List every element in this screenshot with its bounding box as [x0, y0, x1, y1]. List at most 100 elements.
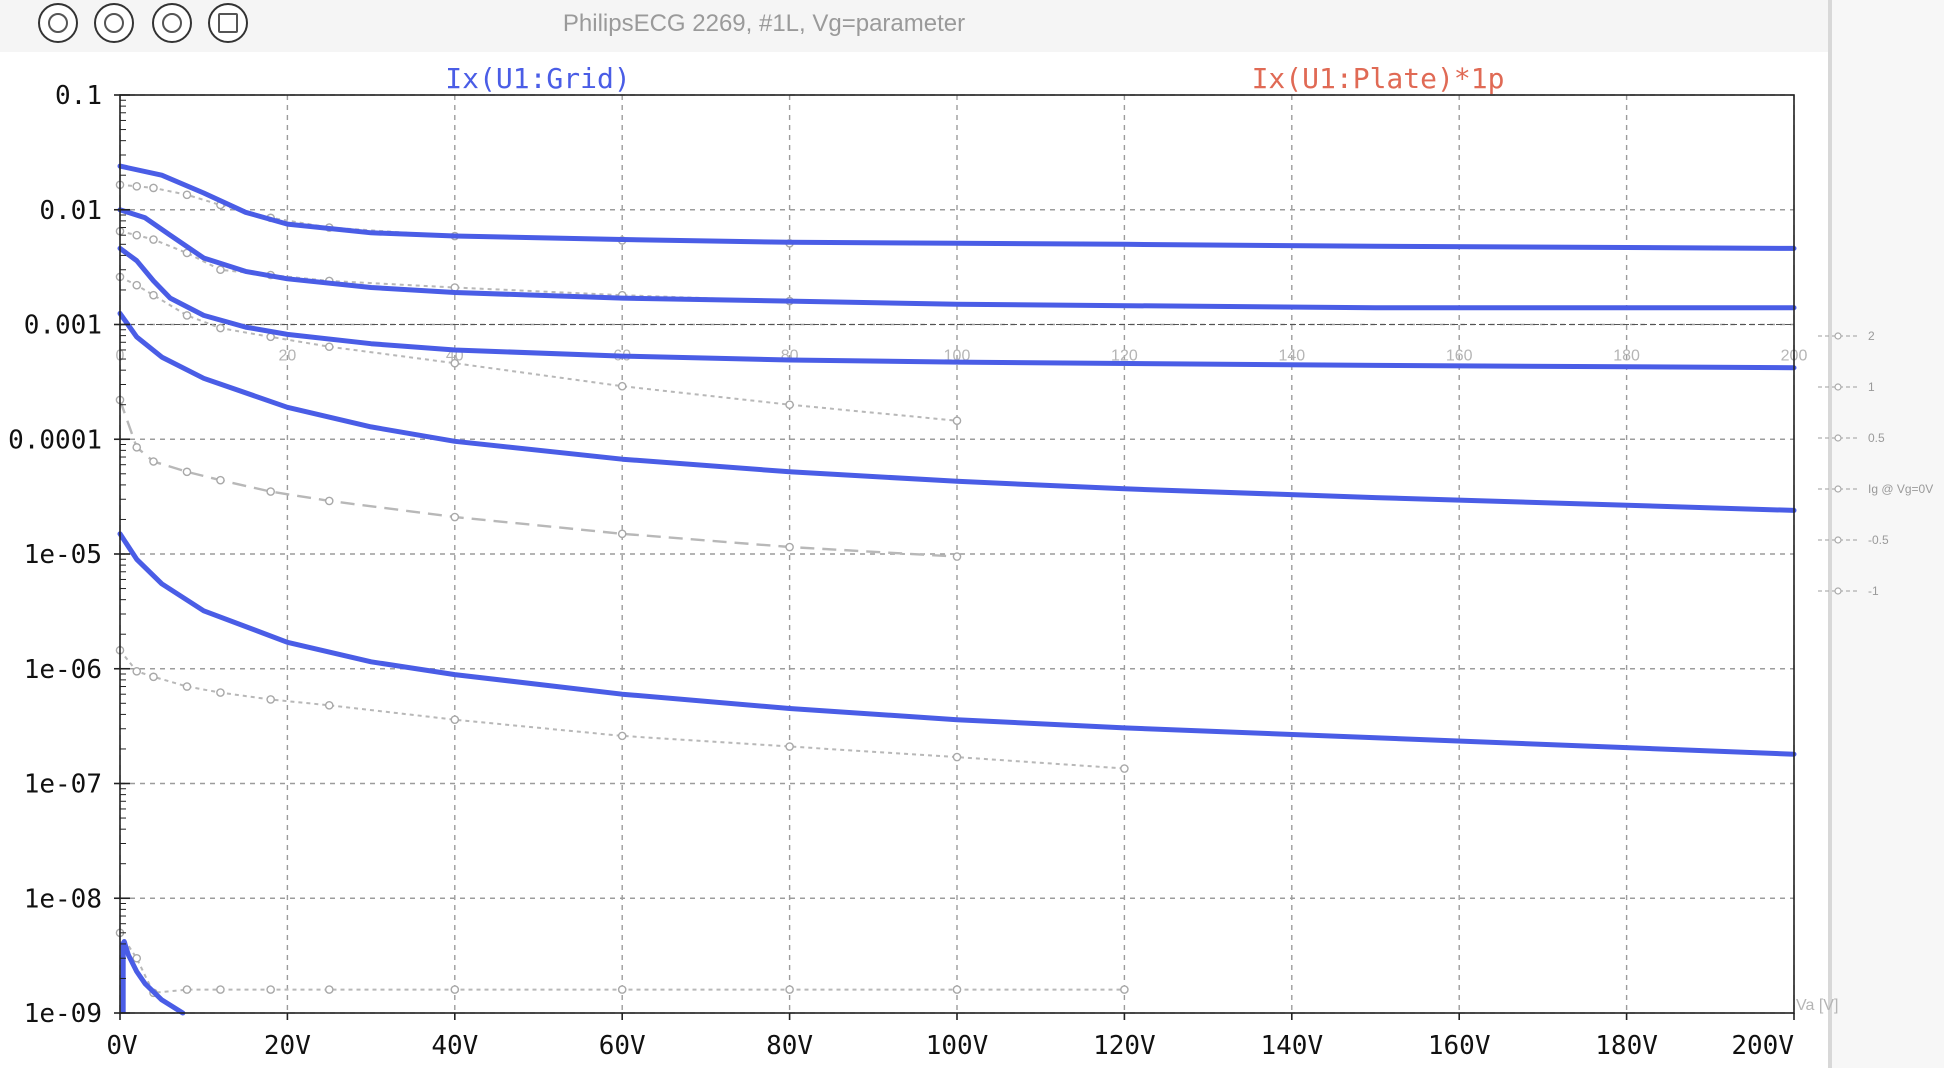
reference-point	[266, 985, 275, 994]
reference-point	[952, 985, 962, 994]
trace-label[interactable]: Ix(U1:Grid)	[445, 62, 630, 95]
reference-point	[149, 457, 158, 466]
legend-entry: -1	[1868, 584, 1879, 598]
reference-point	[952, 752, 962, 762]
reference-point	[266, 695, 275, 704]
reference-point	[324, 985, 334, 994]
reference-point	[952, 416, 962, 426]
y-tick-label: 1e-05	[24, 540, 102, 570]
toolbar	[0, 0, 1828, 52]
autorange-tool[interactable]	[94, 3, 134, 43]
reference-tick-label: 20	[279, 348, 297, 365]
legend-marker	[1834, 536, 1842, 544]
x-tick-label: 40V	[431, 1031, 478, 1061]
legend-marker	[1834, 434, 1842, 442]
reference-axis-label: Va [V]	[1796, 997, 1838, 1014]
reference-point	[149, 290, 158, 300]
side-panel	[1832, 0, 1944, 1068]
trace-labels[interactable]: Ix(U1:Grid) Ix(U1:Plate)*1p	[445, 62, 1504, 95]
reference-point	[450, 358, 460, 368]
zoom-back-icon	[162, 13, 182, 33]
reference-curve	[119, 230, 790, 303]
reference-point	[132, 443, 142, 452]
y-tick-label: 0.0001	[8, 425, 102, 455]
grid-current-line	[117, 245, 1797, 371]
reference-point	[785, 400, 794, 410]
legend-marker	[1834, 383, 1842, 391]
reference-point	[182, 682, 192, 691]
reference-point	[132, 953, 142, 963]
window-title: PhilipsECG 2269, #1L, Vg=parameter	[562, 10, 966, 37]
legend-marker	[1834, 332, 1842, 340]
reference-point	[266, 487, 275, 496]
axis-tick-labels: 0.1 0.01 0.001 0.0001 1e-05 1e-06 1e-07 1e-08 1e…	[8, 81, 1794, 1061]
x-tick-label: 20V	[264, 1031, 311, 1061]
reference-point	[785, 542, 794, 552]
legend-entry: 0.5	[1868, 431, 1885, 445]
reference-point	[182, 190, 192, 200]
y-tick-label: 1e-09	[24, 999, 102, 1029]
zoom-cancel-tool[interactable]	[38, 3, 78, 43]
x-tick-label: 80V	[766, 1031, 813, 1061]
reference-point	[324, 496, 334, 506]
x-tick-label: 140V	[1260, 1031, 1323, 1061]
zoom-cancel-icon	[48, 13, 68, 33]
scrollbar[interactable]	[1828, 0, 1832, 1068]
grid-current-curves	[117, 163, 1797, 1016]
x-tick-label: 60V	[599, 1031, 646, 1061]
reference-point	[182, 311, 192, 320]
reference-legend: 2 1 0.5 Ig @ Vg=0V -0.5 -1	[1818, 329, 1933, 598]
x-tick-label: 120V	[1093, 1031, 1156, 1061]
reference-point	[617, 985, 627, 994]
y-tick-label: 1e-07	[24, 770, 102, 800]
reference-point	[1120, 985, 1129, 994]
reference-point	[617, 381, 627, 391]
reference-point	[132, 182, 142, 191]
y-tick-label: 1e-08	[24, 884, 102, 914]
reference-point	[785, 742, 794, 751]
reference-point	[450, 715, 460, 724]
reference-point	[216, 265, 225, 275]
reference-point	[132, 280, 142, 290]
legend-entry: 2	[1868, 329, 1875, 343]
reference-point	[182, 985, 192, 994]
reference-point	[952, 552, 962, 561]
reference-curve	[118, 399, 958, 558]
reference-point	[132, 230, 142, 240]
y-tick-label: 0.01	[39, 196, 102, 226]
reference-point	[450, 985, 460, 994]
grid-tool[interactable]	[208, 3, 248, 43]
reference-point	[216, 323, 225, 333]
x-tick-label: 200V	[1731, 1031, 1794, 1061]
x-tick-label: 160V	[1428, 1031, 1491, 1061]
reference-point	[149, 183, 158, 193]
reference-tick-label: 180	[1613, 348, 1640, 365]
reference-point	[149, 672, 158, 682]
x-tick-label: 180V	[1595, 1031, 1658, 1061]
grid-current-line	[121, 939, 186, 1016]
reference-point	[182, 467, 192, 477]
y-tick-label: 0.001	[24, 311, 102, 341]
reference-point	[132, 667, 142, 676]
reference-tick-label: 160	[1446, 348, 1473, 365]
reference-curve	[119, 932, 1125, 994]
grid-current-line	[117, 163, 1797, 251]
reference-point	[617, 529, 627, 539]
reference-point	[216, 688, 225, 697]
legend-entry: Ig @ Vg=0V	[1868, 482, 1933, 496]
grid-current-line	[117, 310, 1797, 513]
legend-entry: -0.5	[1868, 533, 1889, 547]
autorange-icon	[104, 13, 124, 33]
reference-point	[324, 342, 334, 352]
reference-curve	[119, 276, 958, 422]
zoom-back-tool[interactable]	[152, 3, 192, 43]
reference-tick-label: 120	[1111, 348, 1138, 365]
grid-icon	[218, 13, 238, 33]
x-tick-label: 100V	[926, 1031, 989, 1061]
grid-current-line	[117, 207, 1797, 311]
trace-label[interactable]: Ix(U1:Plate)*1p	[1252, 62, 1505, 95]
axes	[114, 94, 1795, 1020]
reference-point	[617, 731, 627, 741]
